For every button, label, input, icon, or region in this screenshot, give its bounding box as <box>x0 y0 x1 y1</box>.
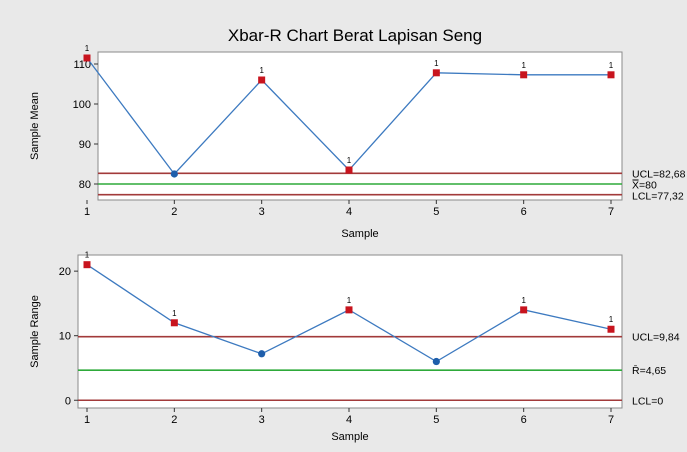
xbar-x-tick-label: 6 <box>521 206 527 218</box>
xbar-flag-label: 1 <box>521 61 526 70</box>
xbar-x-tick-label: 7 <box>608 206 614 218</box>
range-flag-label: 1 <box>609 315 614 324</box>
range-x-tick-label: 4 <box>346 414 352 426</box>
range-point <box>258 350 266 358</box>
xbar-x-tick-label: 5 <box>433 206 439 218</box>
xbar-y-tick-label: 80 <box>79 179 91 191</box>
range-point-out <box>520 306 528 314</box>
xbar-flag-label: 1 <box>434 59 439 68</box>
xbar-point-out <box>83 54 91 62</box>
range-flag-label: 1 <box>521 296 526 305</box>
range-point-out <box>607 325 615 333</box>
chart-title: Xbar-R Chart Berat Lapisan Seng <box>228 26 482 45</box>
range-point-out <box>83 261 91 269</box>
range-point-out <box>170 319 178 327</box>
xbar-y-axis-label: Sample Mean <box>29 92 41 160</box>
xbar-point-out <box>520 71 528 79</box>
range-x-tick-label: 7 <box>608 414 614 426</box>
xbar-y-tick-label: 100 <box>73 99 91 111</box>
range-ucl-label: UCL=9,84 <box>632 332 680 344</box>
xbar-lcl-label: LCL=77,32 <box>632 190 684 202</box>
range-point-out <box>345 306 353 314</box>
range-y-axis-label: Sample Range <box>29 295 41 368</box>
range-x-axis-label: Sample <box>331 431 368 443</box>
xbar-flag-label: 1 <box>85 44 90 53</box>
xbar-x-tick-label: 1 <box>84 206 90 218</box>
range-y-tick-label: 20 <box>59 266 71 278</box>
range-x-tick-label: 1 <box>84 414 90 426</box>
xbar-point-out <box>432 69 440 77</box>
xbar-flag-label: 1 <box>347 156 352 165</box>
range-x-tick-label: 5 <box>433 414 439 426</box>
xbar-flag-label: 1 <box>609 61 614 70</box>
range-lcl-label: LCL=0 <box>632 395 663 407</box>
xbar-y-tick-label: 90 <box>79 139 91 151</box>
xbar-x-tick-label: 3 <box>259 206 265 218</box>
range-point <box>432 357 440 366</box>
range-y-tick-label: 10 <box>59 331 71 343</box>
xbar-plot-area <box>97 51 623 201</box>
xbar-x-tick-label: 2 <box>171 206 177 218</box>
xbar-center-label: X̿=80 <box>631 178 656 191</box>
xbar-ucl-label: UCL=82,68 <box>632 168 686 180</box>
xbar-panel: 80 90 100 110 1 2 3 4 5 6 7 Sample Sample Mean UCL=82… <box>29 44 686 240</box>
xbar-y-tick-label: 110 <box>73 59 91 71</box>
range-center-label: R̄=4,65 <box>632 365 666 378</box>
range-flag-label: 1 <box>172 309 177 318</box>
xbar-point <box>170 170 178 178</box>
range-x-tick-label: 2 <box>171 414 177 426</box>
range-flag-label: 1 <box>85 251 90 260</box>
range-x-tick-label: 6 <box>521 414 527 426</box>
range-plot-area <box>77 254 623 409</box>
xbar-x-tick-label: 4 <box>346 206 352 218</box>
xbar-point-out <box>607 71 615 79</box>
xbar-flag-label: 1 <box>259 66 264 75</box>
xbar-point-out <box>258 76 266 84</box>
range-flag-label: 1 <box>347 296 352 305</box>
xbar-x-axis-label: Sample <box>341 228 378 240</box>
range-x-tick-label: 3 <box>259 414 265 426</box>
range-panel: 0 10 20 1 2 3 4 5 6 7 Sample Sample Range UCL=9,84 R̄… <box>29 251 680 443</box>
range-y-tick-label: 0 <box>65 395 71 407</box>
xbar-point-out <box>345 166 353 174</box>
